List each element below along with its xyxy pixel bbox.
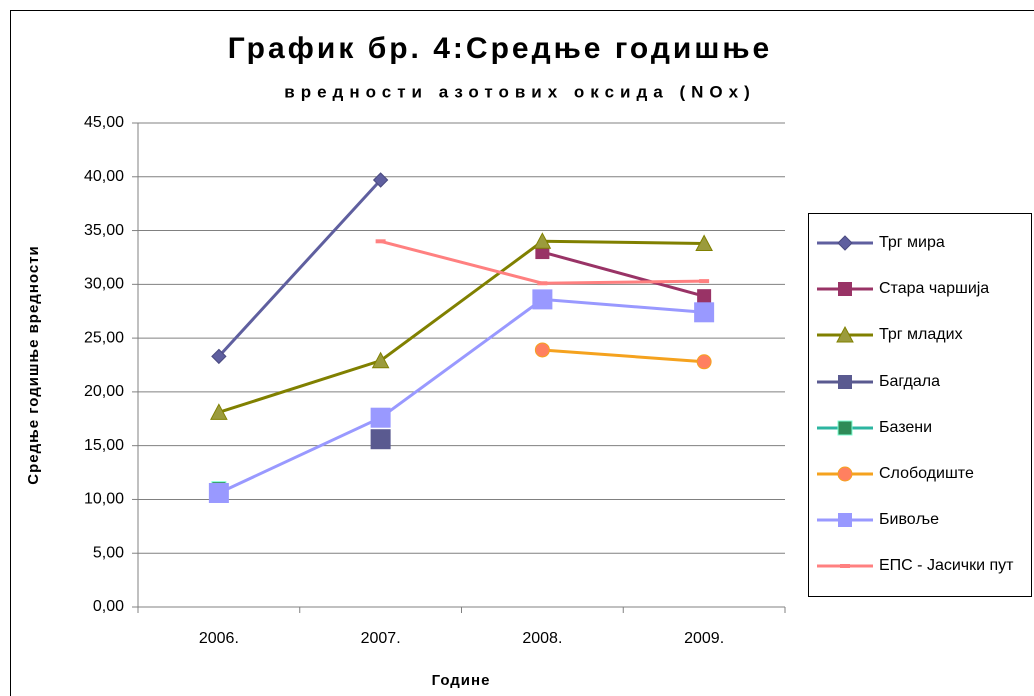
legend-swatch	[817, 513, 873, 528]
marker	[534, 342, 550, 358]
x-axis-label: Године	[432, 672, 491, 689]
y-axis-label: Средње годишње вредности	[25, 245, 42, 485]
legend-label: Багдала	[879, 372, 940, 390]
legend-item: Бивоље	[817, 507, 1029, 533]
chart-frame	[10, 10, 1034, 696]
marker	[537, 281, 548, 286]
marker	[838, 374, 852, 389]
marker	[370, 407, 391, 428]
legend-label: Бивоље	[879, 511, 940, 529]
legend-label: Трг мира	[879, 234, 945, 251]
marker	[532, 289, 553, 310]
series-line	[542, 348, 705, 364]
marker	[694, 302, 715, 323]
marker	[697, 289, 712, 304]
marker	[371, 351, 390, 369]
legend-label: Стара чаршија	[879, 280, 990, 298]
marker	[210, 403, 228, 420]
y-tick-label: 45,00	[84, 114, 124, 131]
legend-label: Базени	[879, 418, 933, 436]
legend-swatch	[817, 235, 873, 251]
legend-item: Стара чаршија	[817, 276, 1029, 302]
marker	[836, 326, 854, 343]
marker	[375, 239, 386, 244]
y-tick-label: 10,00	[84, 491, 124, 508]
legend-item: Слободиште	[817, 461, 1029, 487]
chart-subtitle: вредности азотових оксида (NOx)	[284, 82, 756, 101]
legend-swatch	[817, 282, 873, 297]
chart-title: График бр. 4:Средње годишње	[228, 32, 772, 65]
marker	[370, 429, 391, 450]
series-line	[218, 297, 705, 495]
marker	[837, 235, 853, 251]
y-tick-label: 0,00	[93, 598, 124, 615]
y-tick-label: 25,00	[84, 329, 124, 346]
legend-swatch	[817, 466, 873, 482]
marker	[695, 234, 713, 251]
series-line	[217, 178, 382, 358]
y-tick-label: 40,00	[84, 168, 124, 185]
marker	[372, 172, 389, 188]
legend-label: ЕПС - Јасички пут	[879, 557, 1014, 575]
legend-item: Базени	[817, 415, 1029, 441]
legend-label: Слободиште	[879, 465, 974, 482]
legend-item: Багдала	[817, 369, 1029, 395]
marker	[838, 513, 852, 528]
y-tick-label: 35,00	[84, 222, 124, 239]
y-tick-label: 15,00	[84, 437, 124, 454]
legend-label: Трг младих	[879, 326, 963, 344]
y-tick-label: 30,00	[84, 276, 124, 293]
marker	[696, 354, 712, 370]
legend-swatch	[817, 564, 873, 569]
marker	[211, 348, 227, 365]
marker	[837, 466, 853, 482]
marker	[533, 232, 552, 249]
marker	[699, 279, 710, 284]
marker	[840, 564, 850, 569]
y-tick-label: 5,00	[93, 544, 124, 561]
legend-item: Трг мира	[817, 230, 1029, 256]
x-tick-label: 2008.	[522, 630, 562, 647]
marker	[837, 420, 853, 436]
x-tick-label: 2009.	[684, 630, 724, 647]
y-tick-label: 20,00	[84, 383, 124, 400]
marker	[838, 282, 852, 297]
x-tick-label: 2007.	[361, 630, 401, 647]
legend: Трг мира Стара чаршија Трг младих Багдала Ба…	[808, 213, 1032, 597]
marker	[208, 482, 229, 503]
legend-swatch	[817, 374, 873, 389]
legend-swatch	[817, 420, 873, 436]
legend-swatch	[817, 326, 873, 343]
x-tick-label: 2006.	[199, 630, 239, 647]
series-line	[218, 239, 705, 414]
legend-item: ЕПС - Јасички пут	[817, 553, 1029, 579]
series-line	[541, 250, 705, 298]
legend-item: Трг младих	[817, 322, 1029, 348]
